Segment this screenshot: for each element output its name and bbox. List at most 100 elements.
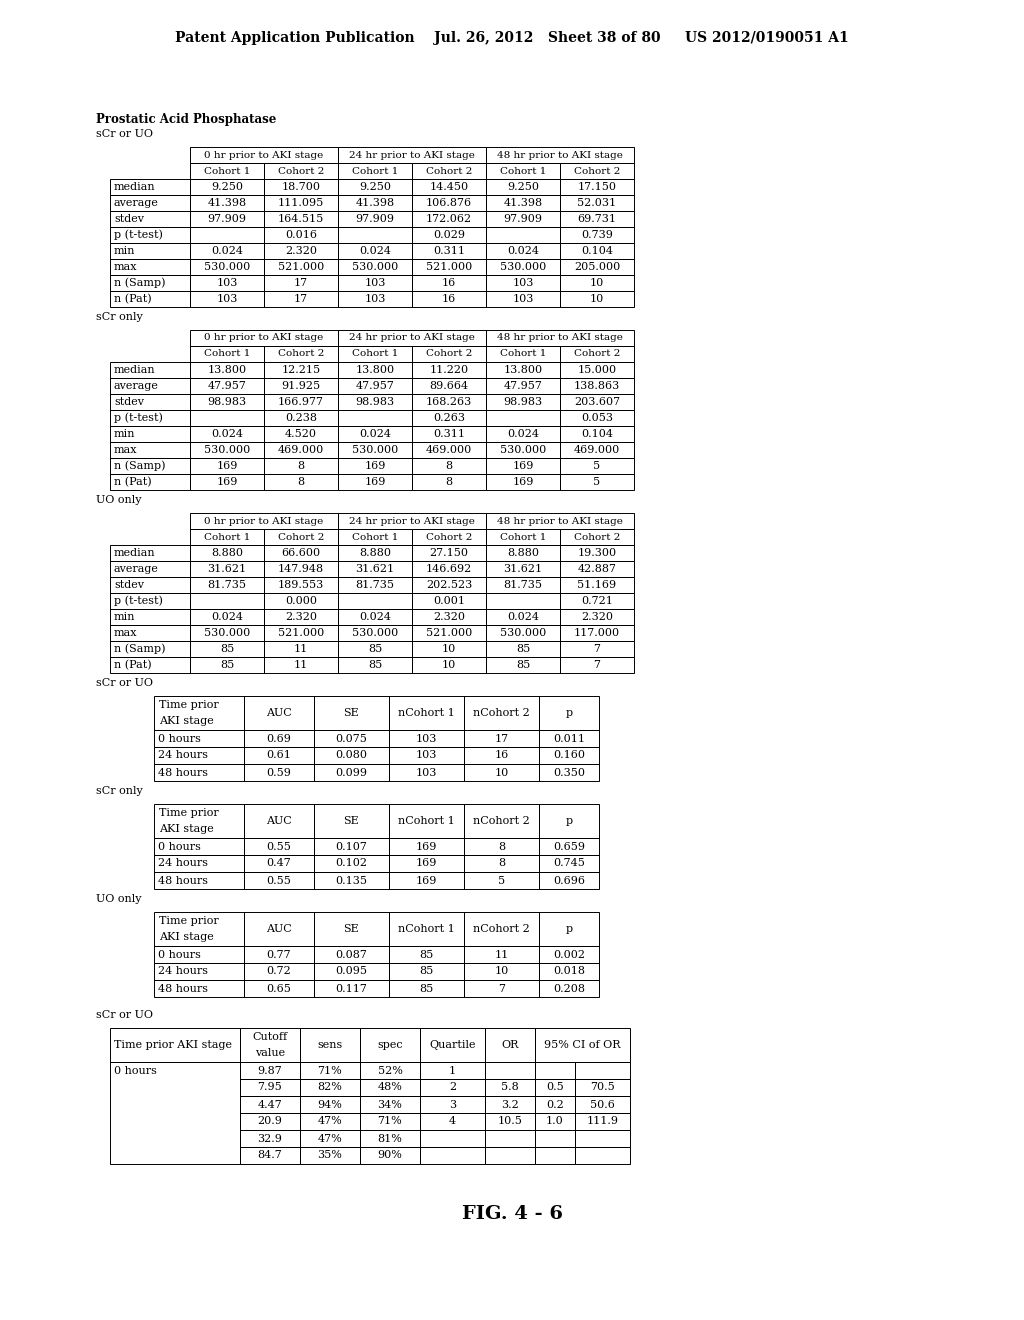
Bar xyxy=(575,1130,630,1147)
Text: 84.7: 84.7 xyxy=(258,1151,283,1160)
Text: Cohort 2: Cohort 2 xyxy=(573,350,621,359)
Bar xyxy=(539,855,599,873)
Bar xyxy=(560,577,634,593)
Bar xyxy=(360,1096,420,1113)
Text: max: max xyxy=(114,445,137,455)
Text: min: min xyxy=(114,246,135,256)
Bar xyxy=(560,561,634,577)
Bar xyxy=(486,362,560,378)
Text: 169: 169 xyxy=(365,461,386,471)
Text: 169: 169 xyxy=(512,461,534,471)
Bar xyxy=(464,730,539,747)
Text: Cohort 2: Cohort 2 xyxy=(573,166,621,176)
Bar xyxy=(464,838,539,855)
Text: 9.87: 9.87 xyxy=(258,1065,283,1076)
Bar xyxy=(244,912,314,946)
Text: 530.000: 530.000 xyxy=(204,261,250,272)
Text: nCohort 1: nCohort 1 xyxy=(398,816,455,826)
Text: Cohort 1: Cohort 1 xyxy=(352,532,398,541)
Bar xyxy=(389,979,464,997)
Bar xyxy=(560,442,634,458)
Text: 0.024: 0.024 xyxy=(211,429,243,440)
Bar xyxy=(420,1113,485,1130)
Bar xyxy=(420,1028,485,1063)
Text: Time prior: Time prior xyxy=(159,808,219,817)
Bar xyxy=(338,378,412,393)
Bar xyxy=(240,1113,300,1130)
Bar xyxy=(190,642,264,657)
Text: 106.876: 106.876 xyxy=(426,198,472,209)
Bar xyxy=(560,474,634,490)
Text: 4: 4 xyxy=(449,1117,456,1126)
Bar xyxy=(110,577,190,593)
Text: 169: 169 xyxy=(416,842,437,851)
Text: 24 hours: 24 hours xyxy=(158,751,208,760)
Text: 85: 85 xyxy=(420,983,433,994)
Bar xyxy=(300,1147,360,1164)
Bar xyxy=(244,838,314,855)
Text: 521.000: 521.000 xyxy=(278,628,325,638)
Text: n (Samp): n (Samp) xyxy=(114,644,166,655)
Bar xyxy=(560,609,634,624)
Bar xyxy=(412,243,486,259)
Text: 85: 85 xyxy=(516,660,530,671)
Bar xyxy=(338,442,412,458)
Bar xyxy=(110,243,190,259)
Bar xyxy=(244,764,314,781)
Bar xyxy=(539,964,599,979)
Bar xyxy=(240,1147,300,1164)
Bar xyxy=(560,180,634,195)
Bar xyxy=(412,642,486,657)
Bar xyxy=(338,411,412,426)
Text: 24 hr prior to AKI stage: 24 hr prior to AKI stage xyxy=(349,334,475,342)
Bar xyxy=(110,561,190,577)
Bar xyxy=(338,393,412,411)
Text: 48 hours: 48 hours xyxy=(158,983,208,994)
Text: 0.104: 0.104 xyxy=(581,246,613,256)
Text: 10: 10 xyxy=(495,966,509,977)
Bar xyxy=(110,442,190,458)
Bar xyxy=(190,180,264,195)
Bar xyxy=(190,609,264,624)
Text: average: average xyxy=(114,381,159,391)
Text: sCr only: sCr only xyxy=(96,785,142,796)
Text: nCohort 2: nCohort 2 xyxy=(473,816,529,826)
Bar xyxy=(486,458,560,474)
Bar xyxy=(485,1078,535,1096)
Text: 0.55: 0.55 xyxy=(266,875,292,886)
Bar xyxy=(412,624,486,642)
Bar xyxy=(486,227,560,243)
Text: 0.024: 0.024 xyxy=(211,246,243,256)
Text: value: value xyxy=(255,1048,285,1059)
Text: 13.800: 13.800 xyxy=(355,366,394,375)
Bar xyxy=(338,513,486,529)
Text: n (Pat): n (Pat) xyxy=(114,660,152,671)
Bar xyxy=(420,1147,485,1164)
Bar xyxy=(575,1063,630,1078)
Bar xyxy=(486,593,560,609)
Text: 89.664: 89.664 xyxy=(429,381,469,391)
Bar xyxy=(486,624,560,642)
Bar xyxy=(485,1113,535,1130)
Text: 20.9: 20.9 xyxy=(258,1117,283,1126)
Text: 51.169: 51.169 xyxy=(578,579,616,590)
Text: 97.909: 97.909 xyxy=(504,214,543,224)
Bar xyxy=(244,855,314,873)
Bar xyxy=(190,162,264,180)
Bar xyxy=(389,838,464,855)
Text: Prostatic Acid Phosphatase: Prostatic Acid Phosphatase xyxy=(96,114,276,127)
Text: 9.250: 9.250 xyxy=(359,182,391,191)
Text: 90%: 90% xyxy=(378,1151,402,1160)
Bar xyxy=(300,1078,360,1096)
Bar xyxy=(244,964,314,979)
Text: 0.47: 0.47 xyxy=(266,858,292,869)
Bar xyxy=(412,275,486,290)
Bar xyxy=(110,545,190,561)
Text: 0.208: 0.208 xyxy=(553,983,585,994)
Text: n (Samp): n (Samp) xyxy=(114,461,166,471)
Bar xyxy=(264,275,338,290)
Bar xyxy=(264,642,338,657)
Bar xyxy=(389,747,464,764)
Bar xyxy=(244,946,314,964)
Text: 0.350: 0.350 xyxy=(553,767,585,777)
